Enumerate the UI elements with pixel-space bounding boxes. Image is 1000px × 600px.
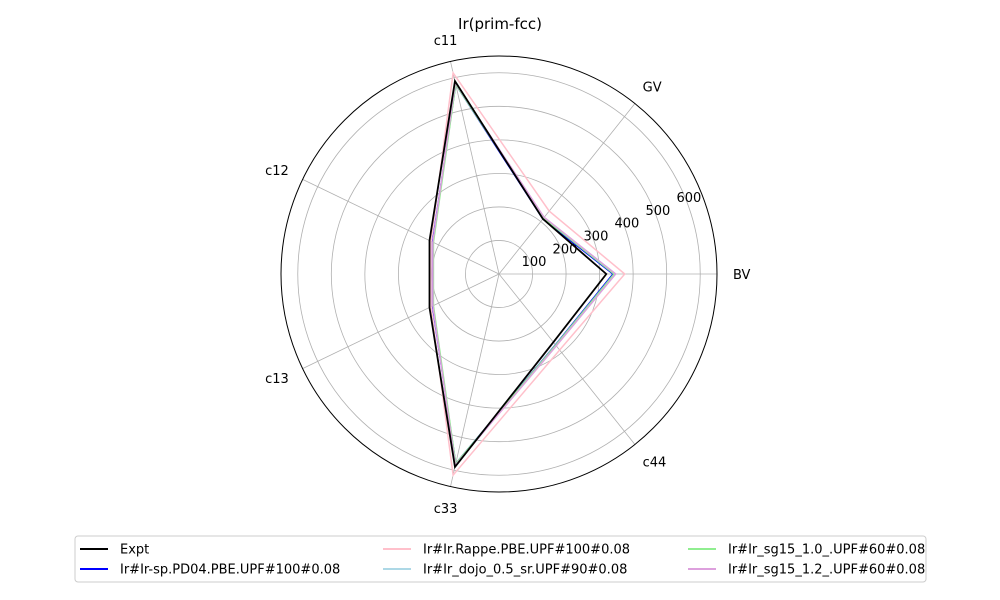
legend: Expt Ir#Ir-sp.PD04.PBE.UPF#100#0.08 Ir#Ir.… <box>74 535 927 583</box>
grid-spoke <box>302 179 500 275</box>
axis-label-c44: c44 <box>643 456 667 471</box>
radial-tick-label: 200 <box>553 242 578 257</box>
radial-tick-label: 300 <box>584 229 609 244</box>
axis-label-GV: GV <box>643 80 662 95</box>
outer-frame <box>280 55 718 493</box>
radial-tick-label: 600 <box>676 191 701 206</box>
legend-label: Ir#Ir_sg15_1.2_.UPF#60#0.08 <box>728 563 925 578</box>
legend-box <box>74 535 927 583</box>
legend-label: Ir#Ir_dojo_0.5_sr.UPF#90#0.08 <box>423 563 627 578</box>
grid-spoke <box>498 103 636 275</box>
axis-labels: BV GV c11 c12 c13 c33 c44 <box>265 34 750 517</box>
series-line <box>432 80 617 468</box>
chart-title: Ir(prim-fcc) <box>458 15 542 33</box>
legend-label: Ir#Ir-sp.PD04.PBE.UPF#100#0.08 <box>120 563 340 578</box>
series-lines <box>428 70 626 477</box>
legend-label: Ir#Ir.Rappe.PBE.UPF#100#0.08 <box>423 543 630 558</box>
axis-label-c13: c13 <box>265 372 289 387</box>
series-line <box>428 78 608 470</box>
legend-label: Ir#Ir_sg15_1.0_.UPF#60#0.08 <box>728 543 925 558</box>
radial-tick-label: 500 <box>646 204 671 219</box>
radial-tick-labels: 100 200 300 400 500 600 <box>522 191 702 270</box>
grid-spoke <box>450 273 500 487</box>
grid-spoke <box>450 61 500 275</box>
axis-label-c33: c33 <box>434 502 458 517</box>
legend-label: Expt <box>120 543 149 558</box>
axis-label-BV: BV <box>733 268 751 283</box>
radar-grid <box>297 61 717 487</box>
radial-tick-label: 100 <box>522 255 547 270</box>
radial-tick-label: 400 <box>615 217 640 232</box>
axis-label-c11: c11 <box>434 34 458 49</box>
series-line <box>430 70 626 477</box>
axis-label-c12: c12 <box>265 164 289 179</box>
grid-spoke <box>498 273 636 445</box>
grid-spoke <box>302 273 500 369</box>
